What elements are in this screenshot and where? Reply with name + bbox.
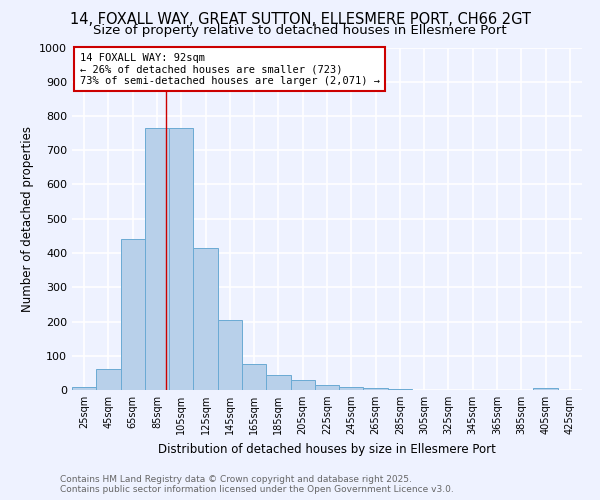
Text: Contains HM Land Registry data © Crown copyright and database right 2025.
Contai: Contains HM Land Registry data © Crown c… <box>60 474 454 494</box>
Bar <box>266 376 290 390</box>
Bar <box>121 240 145 390</box>
Bar <box>290 380 315 390</box>
Bar <box>364 388 388 390</box>
Y-axis label: Number of detached properties: Number of detached properties <box>20 126 34 312</box>
Text: 14, FOXALL WAY, GREAT SUTTON, ELLESMERE PORT, CH66 2GT: 14, FOXALL WAY, GREAT SUTTON, ELLESMERE … <box>70 12 530 28</box>
Bar <box>315 385 339 390</box>
X-axis label: Distribution of detached houses by size in Ellesmere Port: Distribution of detached houses by size … <box>158 442 496 456</box>
Bar <box>242 364 266 390</box>
Bar <box>72 386 96 390</box>
Bar <box>96 369 121 390</box>
Text: Size of property relative to detached houses in Ellesmere Port: Size of property relative to detached ho… <box>93 24 507 37</box>
Bar <box>145 128 169 390</box>
Bar <box>193 248 218 390</box>
Bar <box>533 388 558 390</box>
Bar <box>169 128 193 390</box>
Bar <box>339 386 364 390</box>
Text: 14 FOXALL WAY: 92sqm
← 26% of detached houses are smaller (723)
73% of semi-deta: 14 FOXALL WAY: 92sqm ← 26% of detached h… <box>80 52 380 86</box>
Bar <box>218 320 242 390</box>
